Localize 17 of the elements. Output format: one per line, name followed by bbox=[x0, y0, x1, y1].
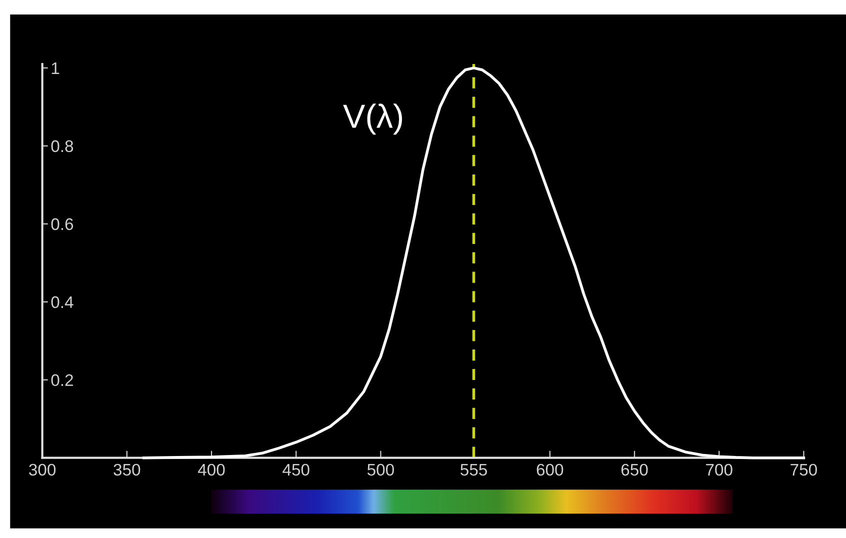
x-tick-label: 450 bbox=[282, 464, 310, 476]
x-tick-label: 350 bbox=[114, 464, 140, 476]
x-tick-label: 500 bbox=[367, 464, 394, 476]
y-tick-label: 0.4 bbox=[51, 296, 74, 308]
y-tick-label: 0.8 bbox=[51, 140, 74, 152]
x-tick-label: 650 bbox=[621, 464, 648, 476]
x-tick-label: 400 bbox=[198, 464, 225, 476]
y-tick-label: 0.6 bbox=[51, 218, 74, 230]
y-tick-label: 0.2 bbox=[51, 374, 73, 386]
x-tick-label: 300 bbox=[29, 464, 56, 476]
y-tick-label: 1 bbox=[52, 62, 60, 74]
x-tick-label: 600 bbox=[536, 464, 564, 476]
x-tick-label: 555 bbox=[460, 464, 487, 476]
x-tick-label: 750 bbox=[790, 464, 817, 476]
line-series bbox=[142, 66, 806, 460]
series-label: V(λ) bbox=[343, 104, 402, 135]
x-tick-label: 700 bbox=[706, 464, 732, 476]
